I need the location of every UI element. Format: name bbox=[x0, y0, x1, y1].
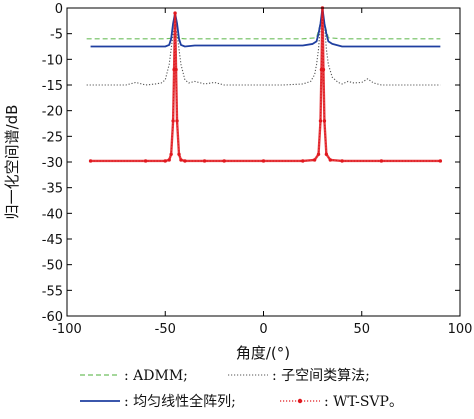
series-line-1 bbox=[86, 7, 441, 40]
x-tick-label: -50 bbox=[155, 322, 176, 337]
x-tick-label: 100 bbox=[448, 322, 473, 337]
legend-marker bbox=[297, 398, 303, 404]
legend-label-2: : 子空间类算法; bbox=[272, 368, 370, 384]
series-line-emphasis bbox=[90, 7, 441, 163]
y-tick-label: -55 bbox=[42, 284, 63, 299]
y-tick-label: -40 bbox=[42, 207, 63, 222]
y-tick-label: -10 bbox=[42, 53, 63, 68]
series-line-3 bbox=[90, 7, 441, 48]
series-layer bbox=[86, 6, 443, 163]
axis-layer: -100 -50 0 50 100 0 -5 -10 -15 -20 -25 -30 -35 -40 -45… bbox=[42, 2, 473, 337]
legend-label-4: : WT-SVP。 bbox=[324, 394, 403, 410]
y-tick-label: -20 bbox=[42, 105, 63, 120]
y-tick-label: 0 bbox=[55, 2, 63, 17]
legend-label-3: : 均匀线性全阵列; bbox=[124, 393, 236, 410]
x-tick-label: 0 bbox=[259, 322, 267, 337]
y-tick-label: -5 bbox=[50, 28, 63, 43]
legend: : ADMM; : 子空间类算法; : 均匀线性全阵列; : WT-SVP。 bbox=[80, 368, 403, 410]
y-tick-label: -35 bbox=[42, 182, 63, 197]
y-tick-label: -60 bbox=[42, 310, 63, 325]
y-tick-label: -30 bbox=[42, 156, 63, 171]
y-tick-label: -45 bbox=[42, 233, 63, 248]
plot-frame bbox=[66, 7, 461, 317]
y-tick-label: -50 bbox=[42, 259, 63, 274]
x-axis-title: 角度/(°) bbox=[236, 344, 290, 362]
x-tick-label: -100 bbox=[52, 322, 82, 337]
x-tick-label: 50 bbox=[353, 322, 370, 337]
y-tick-label: -25 bbox=[42, 130, 63, 145]
y-axis-title: 归一化空间谱/dB bbox=[3, 105, 21, 220]
y-tick-label: -15 bbox=[42, 79, 63, 94]
legend-label-1: : ADMM; bbox=[124, 368, 188, 384]
